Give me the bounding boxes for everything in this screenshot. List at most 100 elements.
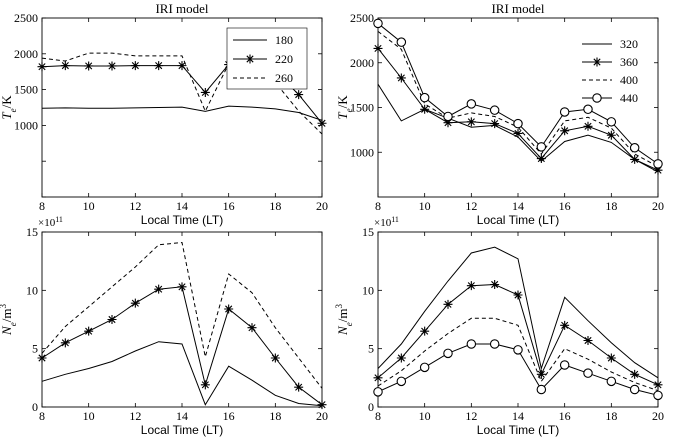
x-tick-label: 12 <box>465 199 477 213</box>
data-point-360 <box>606 130 616 140</box>
x-tick-label: 20 <box>652 199 664 213</box>
x-axis-label: Local Time (LT) <box>141 423 223 437</box>
data-point-440 <box>536 384 547 395</box>
data-point-440 <box>536 142 547 152</box>
panel-electron-temperature-low-altitudes: IRI model 8 10 12 14 16 18 20 1000 1500 2000 2500 Lo… <box>0 1 328 227</box>
data-point-220 <box>130 61 140 71</box>
x-tick-label: 8 <box>39 409 45 423</box>
data-point-440 <box>653 390 663 401</box>
series-440 <box>373 339 663 401</box>
data-point-220 <box>107 61 117 71</box>
y-tick-label: 10 <box>26 283 38 297</box>
data-point-440 <box>606 117 617 127</box>
y-tick-label: 2500 <box>350 11 374 25</box>
series-360 <box>373 43 663 175</box>
x-axis-label: Local Time (LT) <box>477 423 559 437</box>
y-scale-multiplier: ×1011 <box>374 215 399 230</box>
legend-marker-360 <box>592 57 602 67</box>
data-point-220 <box>154 284 164 294</box>
series-line-220 <box>41 286 323 406</box>
data-point-360 <box>513 128 523 138</box>
x-tick-label: 16 <box>559 409 571 423</box>
series-400 <box>377 317 659 392</box>
data-point-360 <box>373 43 383 53</box>
y-tick-label: 15 <box>362 225 374 239</box>
data-point-440 <box>583 104 593 115</box>
x-tick-label: 14 <box>512 409 524 423</box>
x-tick-label: 16 <box>223 409 235 423</box>
x-tick-label: 10 <box>419 409 431 423</box>
data-point-440 <box>466 339 477 349</box>
data-point-220 <box>154 61 164 71</box>
data-point-220 <box>107 315 117 324</box>
data-point-220 <box>130 298 140 308</box>
series-line-180 <box>41 341 323 407</box>
series-line-260 <box>41 241 323 389</box>
data-point-220 <box>294 382 304 392</box>
legend-label-180: 180 <box>275 33 293 47</box>
y-axis-label: Ne/m3 <box>0 304 18 336</box>
x-tick-label: 16 <box>559 199 571 213</box>
y-tick-label: 2000 <box>350 56 374 70</box>
y-tick-label: 1000 <box>350 145 374 159</box>
data-point-360 <box>583 336 593 345</box>
legend-label-220: 220 <box>275 52 293 66</box>
data-point-360 <box>653 165 663 175</box>
data-point-220 <box>177 61 187 71</box>
data-point-220 <box>247 323 257 333</box>
legend: 320 360 400 440 <box>582 37 638 105</box>
y-tick-label: 10 <box>362 283 374 297</box>
legend-marker-220 <box>245 54 255 64</box>
y-tick-label: 1500 <box>350 101 374 115</box>
series-line-360 <box>377 48 659 171</box>
data-point-360 <box>443 118 453 128</box>
y-tick-label: 2500 <box>14 11 38 25</box>
x-axis-label: Local Time (LT) <box>477 213 559 227</box>
x-tick-label: 14 <box>512 199 524 213</box>
data-point-440 <box>443 348 453 359</box>
data-point-440 <box>629 143 640 153</box>
data-point-220 <box>294 90 304 100</box>
data-point-360 <box>396 353 406 363</box>
data-point-220 <box>37 353 47 363</box>
data-point-360 <box>630 154 640 164</box>
x-tick-label: 10 <box>83 199 95 213</box>
x-tick-label: 14 <box>176 409 188 423</box>
data-point-440 <box>559 107 570 117</box>
data-point-440 <box>419 92 430 103</box>
data-point-440 <box>583 368 593 378</box>
data-point-360 <box>396 73 406 83</box>
data-point-220 <box>84 61 94 71</box>
chart-title: IRI model <box>491 1 544 16</box>
legend-label-360: 360 <box>620 55 638 69</box>
data-point-440 <box>513 118 523 129</box>
series-line-320 <box>377 246 659 379</box>
x-tick-label: 12 <box>465 409 477 423</box>
data-point-220 <box>224 304 234 314</box>
legend-marker-440 <box>592 93 602 103</box>
data-point-440 <box>373 18 383 29</box>
data-point-360 <box>536 369 546 379</box>
data-point-360 <box>560 320 570 330</box>
data-point-440 <box>443 111 453 122</box>
legend-label-260: 260 <box>275 71 293 85</box>
y-axis-label: Te/K <box>335 95 354 120</box>
data-point-220 <box>200 87 210 97</box>
series-260 <box>41 241 323 389</box>
data-point-360 <box>420 104 430 114</box>
data-point-360 <box>373 373 383 383</box>
data-point-440 <box>489 105 500 115</box>
x-tick-label: 18 <box>269 199 281 213</box>
x-tick-label: 10 <box>419 199 431 213</box>
y-tick-label: 0 <box>368 400 374 414</box>
data-point-220 <box>84 326 94 336</box>
data-point-220 <box>270 353 280 363</box>
data-point-440 <box>466 99 477 109</box>
legend: 180 220 260 <box>226 27 308 90</box>
data-point-360 <box>630 369 640 379</box>
data-point-360 <box>606 353 616 363</box>
panel-electron-density-low-altitudes: 8 10 12 14 16 18 20 0 5 10 15 Local Time (LT) Ne/m3 ×… <box>0 215 328 438</box>
data-point-360 <box>420 326 430 336</box>
panel-electron-temperature-high-altitudes: IRI model 8 10 12 14 16 18 20 1000 1500 2000 2500 Lo… <box>335 1 664 227</box>
data-point-220 <box>200 380 210 390</box>
